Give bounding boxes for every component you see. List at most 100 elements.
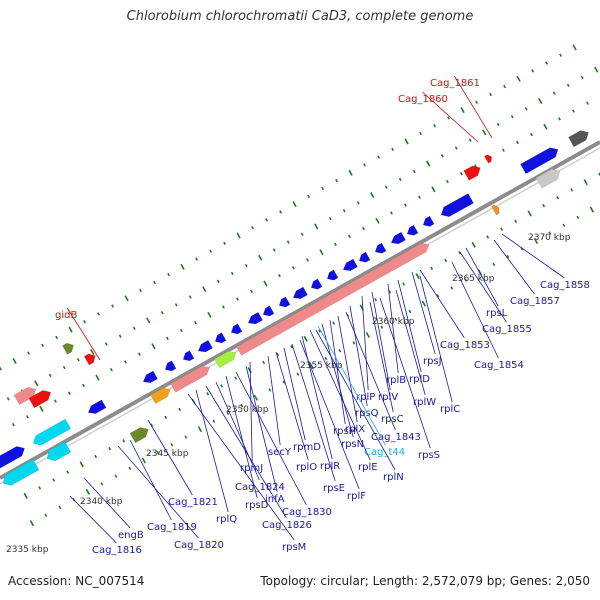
scale-tick [244,263,248,268]
scale-tick [375,217,380,224]
scale-tick [307,194,311,199]
scale-tick [415,273,420,280]
scale-tick [324,356,328,361]
gene-label-cag-1861[interactable]: Cag_1861 [430,78,480,89]
scale-tick [178,407,182,412]
gene-label-rpmj[interactable]: rpmJ [240,463,263,474]
scale-tick [589,206,595,213]
scale-tick [188,295,192,299]
scale-tick [184,435,188,439]
gene-label-engb[interactable]: engB [118,530,144,541]
gene-label-rpmd[interactable]: rpmD [293,442,321,453]
gene-label-cag-1819[interactable]: Cag_1819 [147,522,197,533]
gene-label-secy[interactable]: secY [268,447,292,458]
scale-tick [55,335,59,340]
scale-tick [209,249,213,253]
gene-label-cag-1855[interactable]: Cag_1855 [482,324,532,335]
scale-tick [94,454,98,459]
gene-label-cag-1857[interactable]: Cag_1857 [510,296,560,307]
gene-label-cag-1853[interactable]: Cag_1853 [440,340,490,351]
gene-label-cag-1821[interactable]: Cag_1821 [168,497,218,508]
gene-label-rpse[interactable]: rpsE [323,483,345,494]
scale-tick [450,286,454,290]
gene-label-cag-1816[interactable]: Cag_1816 [92,545,142,556]
gene-arrow [150,387,171,404]
gene-label-cag-1854[interactable]: Cag_1854 [474,360,524,371]
scale-tick [319,249,324,256]
gene-label-rpss[interactable]: rpsS [418,450,440,461]
gene-label-rple[interactable]: rplE [358,462,378,473]
gene-label-cag-1820[interactable]: Cag_1820 [174,540,224,551]
scale-tick [516,75,521,82]
scale-tick [447,116,451,120]
gene-label-cag-1826[interactable]: Cag_1826 [262,520,312,531]
scale-tick [492,262,496,267]
gene-label-rpsc[interactable]: rpsC [381,414,404,425]
gene-leader-line [291,343,336,482]
gene-leader-line [69,495,117,544]
gene-label-cag-1843[interactable]: Cag_1843 [371,432,421,443]
scale-tick [342,209,346,213]
scale-tick [282,380,286,384]
scale-tick [206,392,210,396]
scale-tick [66,470,70,474]
gene-label-rpsq[interactable]: rpsQ [355,408,379,419]
scale-tick [166,336,169,341]
gene-arrow [214,332,227,344]
scale-tick [216,279,220,283]
gene-label-cag-1858[interactable]: Cag_1858 [540,280,590,291]
gene-label-rplr[interactable]: rplR [320,461,340,472]
gene-label-rplo[interactable]: rplO [296,462,317,473]
gene-label-rpsm[interactable]: rpsM [282,542,306,553]
scale-tick [76,357,80,362]
gene-label-rpsh[interactable]: rpsH [333,426,356,437]
gene-label-rplc[interactable]: rplC [440,404,460,415]
gene-arrow [230,323,243,335]
gene-leader-line [329,319,346,425]
scale-tick [6,397,10,401]
gene-label-rplf[interactable]: rplF [347,491,366,502]
gene-label-rplb[interactable]: rplB [386,375,406,386]
gene-label-rpsl[interactable]: rpsL [486,308,508,319]
gene-label-rpsn[interactable]: rpsN [341,439,364,450]
gene-label-cag-1830[interactable]: Cag_1830 [282,507,332,518]
gene-leader-line [371,291,391,391]
scale-tick [12,422,15,427]
scale-tick [352,341,356,345]
scale-tick [548,231,552,235]
gene-label-rplv[interactable]: rplV [378,392,398,403]
gene-label-rpln[interactable]: rplN [383,472,404,483]
scale-tick [594,66,599,73]
gene-label-rplw[interactable]: rplW [413,397,436,408]
gene-label-rpsj[interactable]: rpsJ [423,356,442,367]
gene-label-cag-1860[interactable]: Cag_1860 [398,94,448,105]
gene-label-gidb[interactable]: gidB [55,310,77,321]
gene-label-cag-t44[interactable]: Cag_t44 [364,447,405,458]
scale-tick [250,289,253,294]
scale-tick [251,225,255,230]
scale-tick [306,258,309,262]
scale-tick [356,201,360,205]
gene-arrow [0,446,25,469]
scale-tick [482,129,487,136]
scale-tick [286,240,290,244]
scale-tick [0,367,3,371]
scale-tick [122,439,126,443]
gene-label-rplx[interactable]: rplX [345,424,365,435]
gene-label-cag-1824[interactable]: Cag_1824 [235,482,285,493]
scale-tick [538,97,543,104]
gene-leader-line [299,339,360,490]
scale-tick [110,368,113,372]
gene-arrow [491,204,500,216]
gene-leader-line [411,271,436,355]
scale-tick [321,186,325,191]
genome-title: Chlorobium chlorochromatii CaD3, complet… [126,9,474,24]
scale-tick [370,192,375,199]
gene-label-rplq[interactable]: rplQ [216,514,237,525]
scale-label: 2370 kbp [528,233,571,243]
gene-arrow [342,258,358,272]
scale-tick [300,232,304,236]
gene-label-rpld[interactable]: rplD [409,374,430,385]
gene-label-rpsd[interactable]: rpsD [245,500,269,511]
gene-arrow [28,390,52,409]
